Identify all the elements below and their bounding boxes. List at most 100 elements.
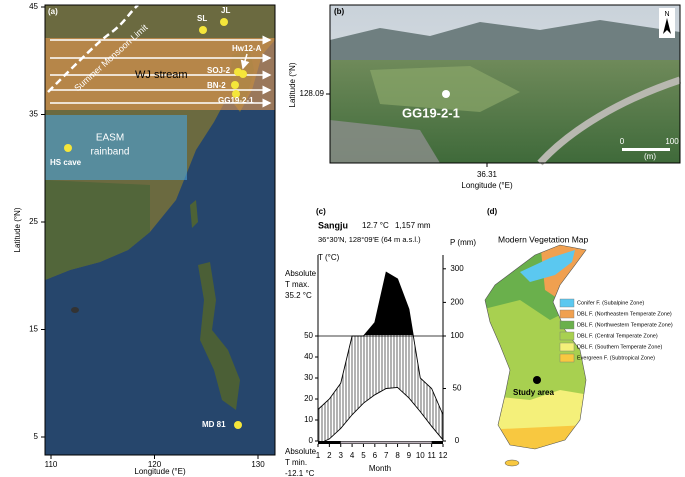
- legend-swatch: [559, 309, 575, 319]
- tick-label: 12: [439, 451, 448, 460]
- scale-label: 0: [620, 137, 625, 146]
- jeju: [504, 459, 520, 467]
- site-label: HS cave: [50, 158, 82, 167]
- tick-label: 200: [450, 298, 464, 307]
- panel-label: (b): [334, 7, 345, 16]
- site-label: GG19-2-1: [218, 96, 254, 105]
- frame: [329, 4, 681, 164]
- scale-bar: [622, 148, 670, 151]
- tick-label: 5: [361, 451, 366, 460]
- legend-swatch: [559, 353, 575, 363]
- legend-label: DBL F. (Southern Temperate Zone): [577, 344, 662, 350]
- legend-swatch: [559, 320, 575, 330]
- tick-label: 20: [304, 394, 313, 403]
- scale-label: 100: [665, 137, 679, 146]
- field-patch: [370, 66, 520, 112]
- panel-label: (c): [316, 207, 326, 216]
- annual-precip: 1,157 mm: [395, 221, 431, 230]
- stream-label: WJ stream: [135, 69, 188, 81]
- zone: [540, 245, 586, 300]
- scale-label: (m): [644, 152, 656, 161]
- north-arrow: [663, 18, 671, 34]
- site-dot: [234, 421, 242, 429]
- tick-label: 15: [29, 325, 38, 334]
- tick-label: 35: [29, 110, 38, 119]
- legend-label: DBL F. (Central Temperate Zone): [577, 333, 658, 339]
- axis-label: Longitude (°E): [461, 181, 513, 190]
- site-label: JL: [221, 6, 230, 15]
- legend-label: DBL F. (Northwestern Temperate Zone): [577, 322, 673, 328]
- tick-label: 7: [384, 451, 389, 460]
- tick-label: 10: [416, 451, 425, 460]
- zone: [520, 250, 575, 282]
- site-label: SL: [197, 14, 207, 23]
- axis-label: Latitude (°N): [288, 62, 297, 107]
- tick-label: 110: [45, 460, 58, 469]
- legend-label: DBL F. (Northeastern Temperate Zone): [577, 311, 672, 317]
- tick-label: 0: [309, 436, 314, 445]
- legend-swatch: [559, 298, 575, 308]
- tmax-label: Absolute: [285, 269, 317, 278]
- axis-label: Longitude (°E): [134, 467, 186, 476]
- tick-label: 25: [29, 217, 38, 226]
- tmin-label: Absolute: [285, 447, 317, 456]
- frame: [44, 4, 276, 456]
- site-label: BN-2: [207, 81, 226, 90]
- tick-label: 9: [407, 451, 412, 460]
- humid-area: [318, 335, 443, 445]
- tick-label: 30: [304, 373, 313, 382]
- axis-label: P (mm): [450, 238, 476, 247]
- town: [330, 120, 440, 163]
- tick-label: 10: [304, 415, 313, 424]
- axis-label: Latitude (°N): [13, 207, 22, 252]
- legend-swatch: [559, 331, 575, 341]
- tmin-label: -12.1 °C: [285, 469, 315, 477]
- tick-label: 0: [455, 436, 460, 445]
- north-label: N: [664, 11, 669, 18]
- panel-label: (d): [487, 207, 498, 216]
- rainband-label: rainband: [91, 147, 130, 158]
- zone: [485, 390, 586, 449]
- tick-label: 130: [251, 460, 265, 469]
- site-dot: [232, 90, 240, 98]
- tick-label: 2: [327, 451, 332, 460]
- tick-label: 3: [339, 451, 344, 460]
- site-dot: [220, 18, 228, 26]
- tick-label: 1: [316, 451, 321, 460]
- tick-label: 6: [373, 451, 378, 460]
- tick-label: 11: [427, 451, 436, 460]
- perhumid-area: [364, 272, 414, 335]
- site-label: SOJ-2: [207, 66, 231, 75]
- axis-label: Month: [369, 464, 391, 473]
- land: [45, 180, 150, 280]
- outline: [484, 244, 587, 450]
- site-dot: [199, 26, 207, 34]
- temperature-line: [317, 386, 444, 445]
- tick-label: 5: [34, 432, 39, 441]
- taiwan: [190, 200, 198, 228]
- monsoon-limit: [47, 4, 139, 93]
- study-label: Study area: [513, 388, 554, 397]
- pointer: [240, 53, 250, 70]
- tick-label: 45: [29, 2, 38, 11]
- tmax-label: T max.: [285, 280, 309, 289]
- mean-temp: 12.7 °C: [362, 221, 389, 230]
- legend-label: Conifer F. (Subalpine Zone): [577, 300, 644, 306]
- rainband-label: EASM: [96, 133, 124, 144]
- tmin-label: T min.: [285, 458, 307, 467]
- study-dot: [533, 376, 541, 384]
- island: [71, 307, 79, 313]
- zone: [485, 425, 586, 449]
- precipitation-line: [317, 271, 444, 415]
- site-label: Hw12-A: [232, 44, 262, 53]
- tick-label: 40: [304, 352, 313, 361]
- panel-label: (a): [48, 7, 58, 16]
- legend-swatch: [559, 342, 575, 352]
- tick-label: 128.09: [300, 89, 325, 98]
- tick-label: 50: [453, 384, 462, 393]
- tick-label: 36.31: [477, 170, 498, 179]
- frost-bar: [340, 441, 432, 444]
- location: 36°30'N, 128°09'E (64 m a.s.l.): [318, 235, 421, 244]
- tick-label: 100: [450, 331, 464, 340]
